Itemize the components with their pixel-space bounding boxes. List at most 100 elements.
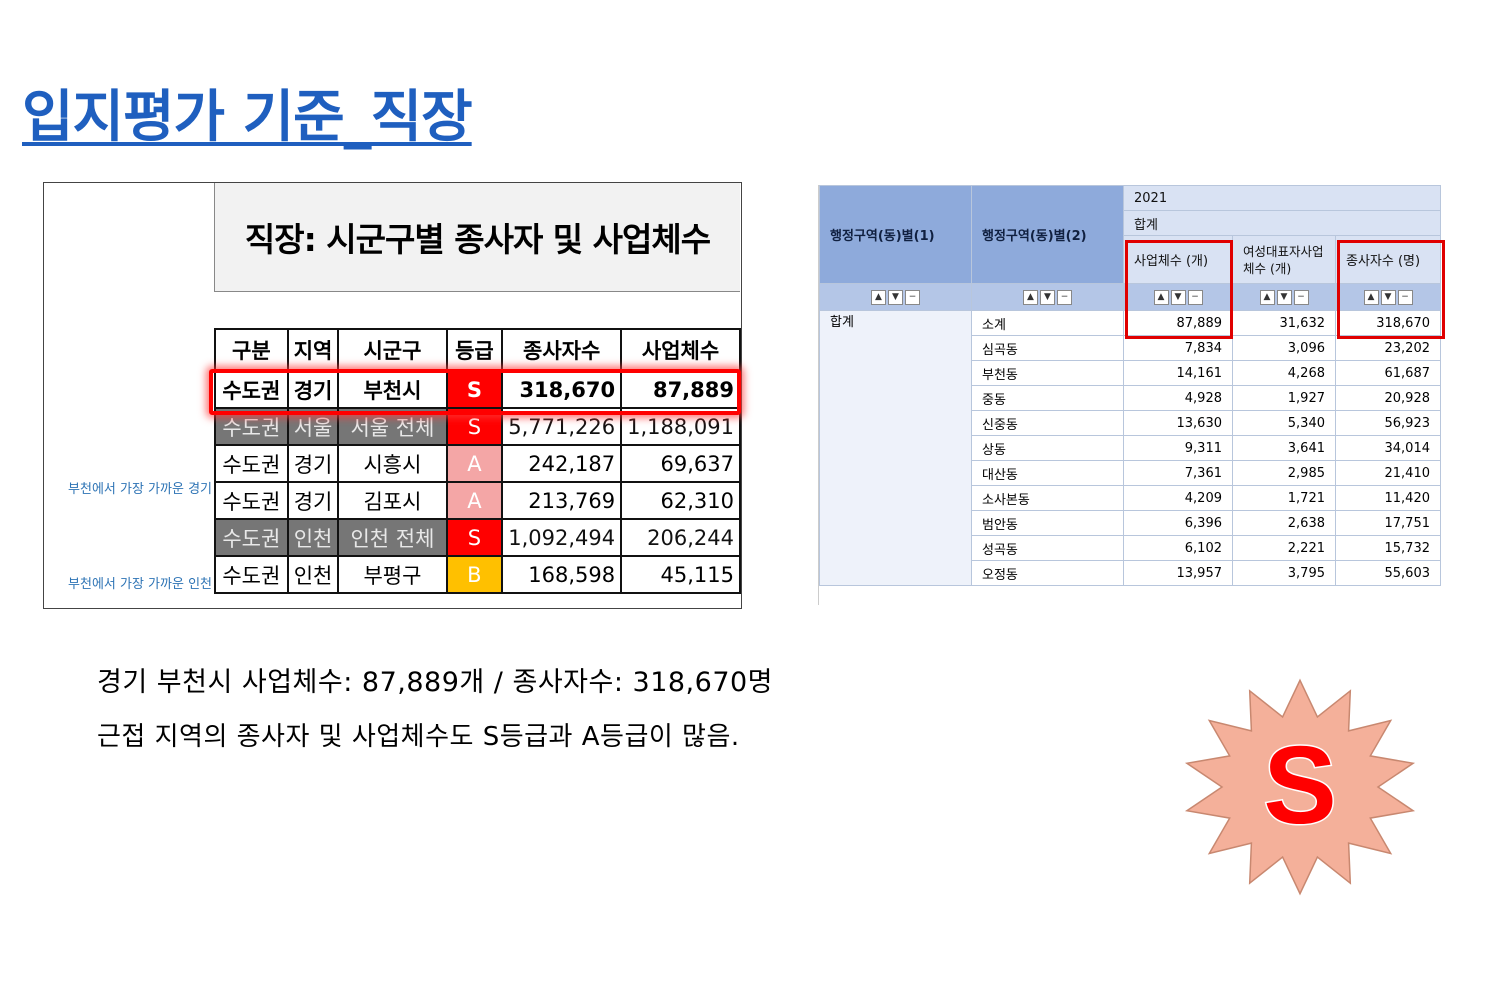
cell-category: 수도권 bbox=[214, 518, 289, 557]
cell-workers: 55,603 bbox=[1335, 560, 1441, 586]
col-header-admin1: 행정구역(동)별(1) bbox=[819, 185, 972, 284]
cell-district: 부평구 bbox=[337, 555, 448, 594]
cell-female-businesses: 3,096 bbox=[1232, 335, 1336, 361]
cell-workers: 56,923 bbox=[1335, 410, 1441, 436]
cell-dong: 범안동 bbox=[971, 510, 1124, 536]
cell-district: 인천 전체 bbox=[337, 518, 448, 557]
sort-down-icon[interactable]: ▼ bbox=[888, 289, 903, 305]
total-header: 합계 bbox=[1123, 210, 1441, 236]
table-row: 범안동 6,396 2,638 17,751 bbox=[820, 510, 1441, 536]
cell-businesses: 13,630 bbox=[1123, 410, 1233, 436]
cell-dong: 소사본동 bbox=[971, 485, 1124, 511]
cell-workers: 21,410 bbox=[1335, 460, 1441, 486]
sort-controls[interactable]: ▲ ▼ − bbox=[971, 283, 1124, 311]
grade-badge: S bbox=[445, 518, 504, 557]
sort-up-icon[interactable]: ▲ bbox=[1153, 289, 1169, 305]
table-row: 수도권 경기 시흥시 A 242,187 69,637 bbox=[214, 444, 741, 483]
remove-icon[interactable]: − bbox=[1057, 289, 1072, 305]
cell-workers: 23,202 bbox=[1335, 335, 1441, 361]
cell-female-businesses: 2,638 bbox=[1232, 510, 1336, 536]
cell-businesses: 13,957 bbox=[1123, 560, 1233, 586]
panel-header: 직장: 시군구별 종사자 및 사업체수 bbox=[214, 183, 740, 292]
year-header: 2021 bbox=[1123, 185, 1441, 211]
cell-region: 경기 bbox=[286, 481, 340, 520]
cell-workers: 242,187 bbox=[501, 444, 623, 483]
region-table: 구분 지역 시군구 등급 종사자수 사업체수 수도권 경기 부천시 S 318,… bbox=[214, 328, 741, 594]
cell-female-businesses: 3,641 bbox=[1232, 435, 1336, 461]
cell-businesses: 4,928 bbox=[1123, 385, 1233, 411]
sort-down-icon[interactable]: ▼ bbox=[1170, 289, 1186, 305]
table-row: 수도권 인천 인천 전체 S 1,092,494 206,244 bbox=[214, 518, 741, 557]
cell-workers: 17,751 bbox=[1335, 510, 1441, 536]
cell-female-businesses: 5,340 bbox=[1232, 410, 1336, 436]
side-note-incheon: 부천에서 가장 가까운 인천 bbox=[68, 577, 212, 592]
cell-workers: 168,598 bbox=[501, 555, 623, 594]
cell-workers: 34,014 bbox=[1335, 435, 1441, 461]
cell-businesses: 7,834 bbox=[1123, 335, 1233, 361]
sort-controls[interactable]: ▲ ▼ − bbox=[1335, 283, 1441, 311]
cell-businesses: 6,396 bbox=[1123, 510, 1233, 536]
sort-controls[interactable]: ▲ ▼ − bbox=[819, 283, 972, 311]
remove-icon[interactable]: − bbox=[905, 289, 920, 305]
cell-district: 부천시 bbox=[337, 370, 448, 409]
sort-up-icon[interactable]: ▲ bbox=[1023, 289, 1038, 305]
cell-businesses: 14,161 bbox=[1123, 360, 1233, 386]
sort-up-icon[interactable]: ▲ bbox=[1259, 289, 1275, 305]
bucheon-highlight-box bbox=[209, 369, 741, 415]
summary-line-1: 경기 부천시 사업체수: 87,889개 / 종사자수: 318,670명 bbox=[97, 667, 774, 698]
cell-dong: 중동 bbox=[971, 385, 1124, 411]
table-row: 합계 소계 87,889 31,632 318,670 bbox=[819, 310, 1441, 586]
cell-businesses: 6,102 bbox=[1123, 535, 1233, 561]
cell-businesses: 87,889 bbox=[620, 370, 741, 409]
remove-icon[interactable]: − bbox=[1397, 289, 1413, 305]
col-region: 지역 bbox=[286, 328, 340, 372]
col-header-businesses: 사업체수 (개) bbox=[1123, 235, 1233, 284]
remove-icon[interactable]: − bbox=[1187, 289, 1203, 305]
cell-dong: 심곡동 bbox=[971, 335, 1124, 361]
cell-region: 인천 bbox=[286, 555, 340, 594]
s-grade-badge-icon: S bbox=[1184, 678, 1416, 896]
sort-up-icon[interactable]: ▲ bbox=[871, 289, 886, 305]
cell-dong: 부천동 bbox=[971, 360, 1124, 386]
sort-controls[interactable]: ▲ ▼ − bbox=[1123, 283, 1233, 311]
dong-statistics-table: 행정구역(동)별(1) 행정구역(동)별(2) 2021 합계 사업체수 (개)… bbox=[819, 185, 1441, 586]
cell-dong: 상동 bbox=[971, 435, 1124, 461]
table-row: 수도권 경기 김포시 A 213,769 62,310 bbox=[214, 481, 741, 520]
cell-category: 수도권 bbox=[214, 370, 289, 409]
table-row: 소사본동 4,209 1,721 11,420 bbox=[820, 485, 1441, 511]
col-header-admin2: 행정구역(동)별(2) bbox=[971, 185, 1124, 284]
grade-badge: S bbox=[445, 370, 504, 409]
sort-controls[interactable]: ▲ ▼ − bbox=[1232, 283, 1336, 311]
sort-down-icon[interactable]: ▼ bbox=[1276, 289, 1292, 305]
cell-workers: 61,687 bbox=[1335, 360, 1441, 386]
col-grade: 등급 bbox=[445, 328, 504, 372]
grade-badge: A bbox=[445, 444, 504, 483]
cell-dong: 오정동 bbox=[971, 560, 1124, 586]
cell-category: 수도권 bbox=[214, 555, 289, 594]
col-category: 구분 bbox=[214, 328, 289, 372]
summary-line-2: 근접 지역의 종사자 및 사업체수도 S등급과 A등급이 많음. bbox=[97, 722, 740, 752]
cell-businesses: 206,244 bbox=[620, 518, 741, 557]
cell-workers: 15,732 bbox=[1335, 535, 1441, 561]
table-row: 수도권 인천 부평구 B 168,598 45,115 bbox=[214, 555, 741, 594]
col-workers: 종사자수 bbox=[501, 328, 623, 372]
cell-workers: 318,670 bbox=[501, 370, 623, 409]
page-title: 입지평가 기준_직장 bbox=[22, 85, 473, 150]
cell-female-businesses: 31,632 bbox=[1232, 310, 1336, 336]
cell-businesses: 9,311 bbox=[1123, 435, 1233, 461]
workers-highlight-box bbox=[1337, 240, 1445, 339]
col-businesses: 사업체수 bbox=[620, 328, 741, 372]
sort-down-icon[interactable]: ▼ bbox=[1380, 289, 1396, 305]
cell-district: 시흥시 bbox=[337, 444, 448, 483]
panel-header-text: 직장: 시군구별 종사자 및 사업체수 bbox=[244, 220, 711, 259]
grade-badge: A bbox=[445, 481, 504, 520]
cell-female-businesses: 4,268 bbox=[1232, 360, 1336, 386]
sort-up-icon[interactable]: ▲ bbox=[1363, 289, 1379, 305]
cell-businesses: 87,889 bbox=[1123, 310, 1233, 336]
remove-icon[interactable]: − bbox=[1293, 289, 1309, 305]
table-row: 중동 4,928 1,927 20,928 bbox=[820, 385, 1441, 411]
cell-female-businesses: 2,221 bbox=[1232, 535, 1336, 561]
sort-down-icon[interactable]: ▼ bbox=[1040, 289, 1055, 305]
cell-region: 인천 bbox=[286, 518, 340, 557]
statistics-table-panel: 행정구역(동)별(1) 행정구역(동)별(2) 2021 합계 사업체수 (개)… bbox=[818, 185, 1445, 605]
